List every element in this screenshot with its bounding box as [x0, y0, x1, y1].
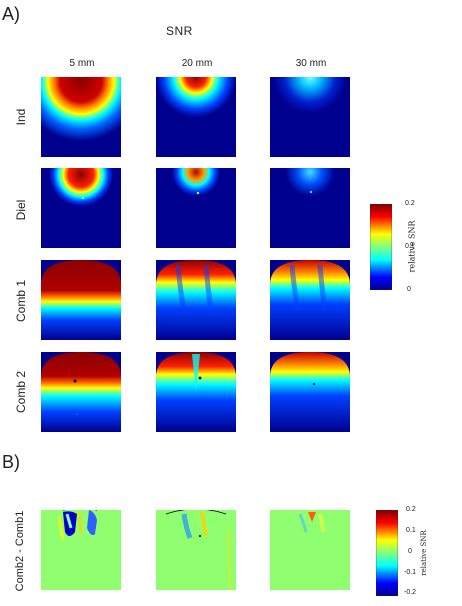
column-header-20mm: 20 mm: [181, 58, 213, 69]
diff-map-20mm: [156, 510, 236, 590]
map-ind-5mm: [41, 77, 121, 157]
colorbar-a-tick-min: 0: [407, 286, 411, 293]
colorbar-b-tick-1: 0.1: [406, 527, 416, 534]
map-comb2-30mm: [270, 352, 350, 432]
colorbar-a: [370, 204, 392, 290]
diff-map-30mm: [270, 510, 350, 590]
colorbar-a-tick-mid: 0.1: [405, 243, 415, 250]
map-diel-20mm: [156, 168, 236, 248]
map-diel-30mm: [270, 168, 350, 248]
colorbar-b-tick-2: 0: [408, 548, 412, 555]
map-comb1-30mm: [270, 260, 350, 340]
map-comb1-20mm: [156, 260, 236, 340]
map-ind-20mm: [156, 77, 236, 157]
map-ind-30mm: [270, 77, 350, 157]
colorbar-b-tick-0: 0.2: [406, 506, 416, 513]
row-header-ind: Ind: [14, 108, 28, 126]
colorbar-a-label: relative SNR: [407, 220, 417, 273]
panel-b-label: B): [2, 452, 20, 472]
map-comb1-5mm: [41, 260, 121, 340]
row-header-comb1: Comb 1: [14, 279, 28, 323]
colorbar-b-tick-4: -0.2: [404, 589, 417, 596]
colorbar-b-tick-3: -0.1: [404, 569, 417, 576]
colorbar-b-label: relative SNR: [420, 530, 428, 576]
map-comb2-20mm: [156, 352, 236, 432]
map-diel-5mm: [41, 168, 121, 248]
row-header-comb2: Comb 2: [14, 370, 28, 414]
column-header-30mm: 30 mm: [295, 58, 327, 69]
panel-a-title: SNR: [166, 24, 193, 38]
diff-map-5mm: [41, 510, 121, 590]
column-header-5mm: 5 mm: [69, 58, 95, 69]
colorbar-a-tick-max: 0.2: [405, 200, 415, 207]
panel-a-label: A): [2, 4, 20, 24]
map-comb2-5mm: [41, 352, 121, 432]
row-header-diel: Diel: [14, 199, 28, 221]
colorbar-b: [376, 510, 398, 596]
row-header-comb2-comb1: Comb2 - Comb1: [14, 510, 26, 592]
